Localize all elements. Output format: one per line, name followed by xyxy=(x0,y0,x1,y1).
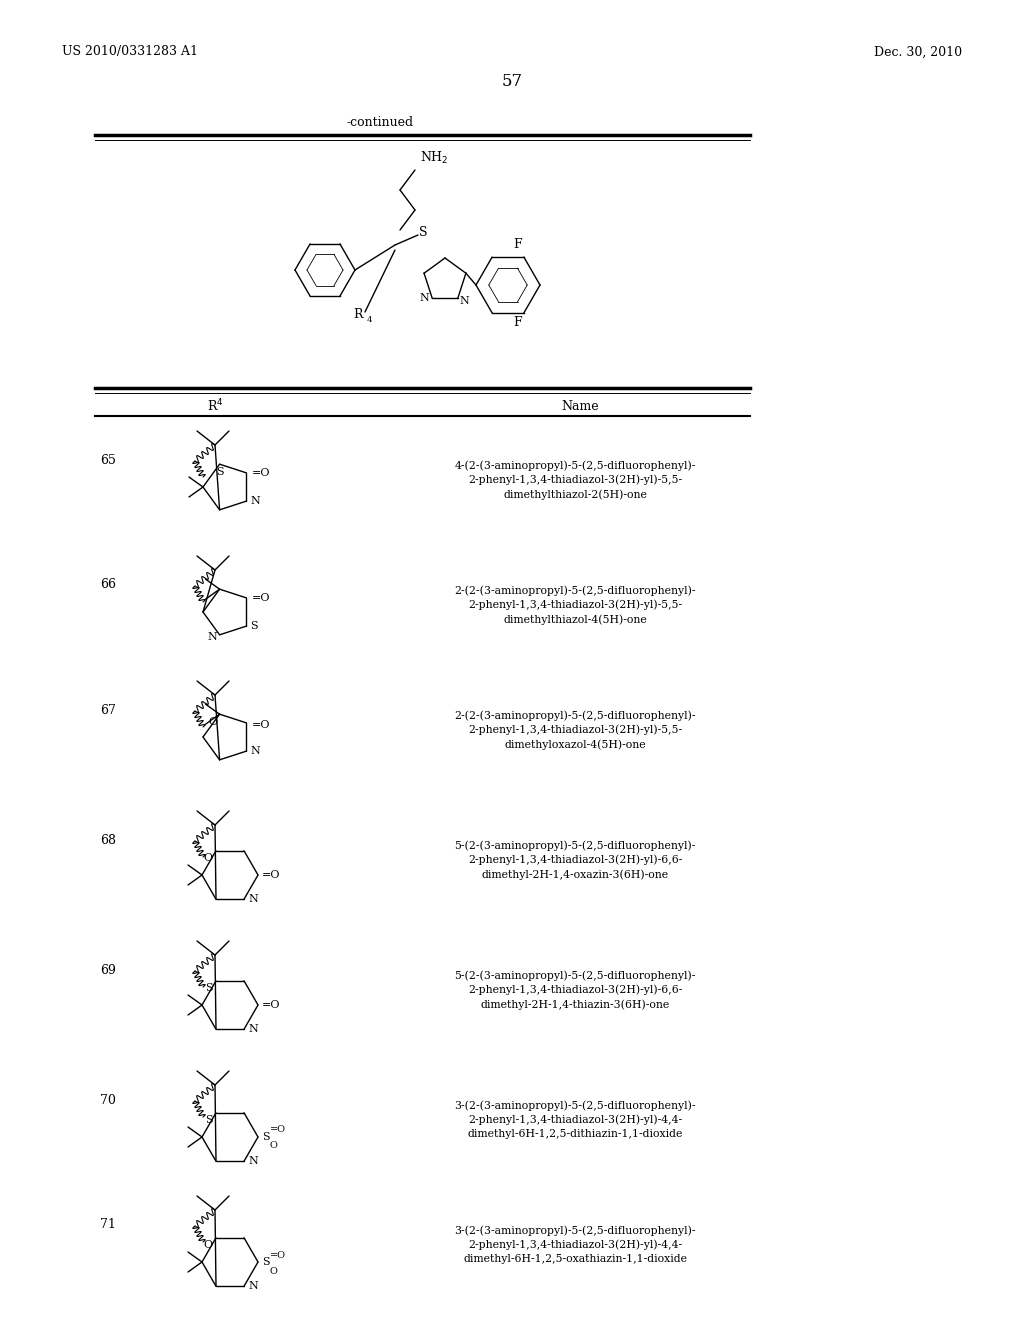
Text: 5-(2-(3-aminopropyl)-5-(2,5-difluorophenyl)-
2-phenyl-1,3,4-thiadiazol-3(2H)-yl): 5-(2-(3-aminopropyl)-5-(2,5-difluorophen… xyxy=(455,840,695,880)
Text: =O: =O xyxy=(270,1126,286,1134)
Text: =O: =O xyxy=(252,467,270,478)
Text: N: N xyxy=(248,894,258,904)
Text: =O: =O xyxy=(252,593,270,603)
Text: S: S xyxy=(262,1133,269,1142)
Text: 66: 66 xyxy=(100,578,116,591)
Text: S: S xyxy=(262,1257,269,1267)
Text: =O: =O xyxy=(262,1001,281,1010)
Text: =O: =O xyxy=(270,1250,286,1259)
Text: N: N xyxy=(419,293,429,302)
Text: 2-(2-(3-aminopropyl)-5-(2,5-difluorophenyl)-
2-phenyl-1,3,4-thiadiazol-3(2H)-yl): 2-(2-(3-aminopropyl)-5-(2,5-difluorophen… xyxy=(455,710,695,750)
Text: 71: 71 xyxy=(100,1218,116,1232)
Text: Name: Name xyxy=(561,400,599,412)
Text: 2-(2-(3-aminopropyl)-5-(2,5-difluorophenyl)-
2-phenyl-1,3,4-thiadiazol-3(2H)-yl): 2-(2-(3-aminopropyl)-5-(2,5-difluorophen… xyxy=(455,585,695,626)
Text: =O: =O xyxy=(252,719,270,730)
Text: S: S xyxy=(206,983,213,993)
Text: US 2010/0331283 A1: US 2010/0331283 A1 xyxy=(62,45,198,58)
Text: O: O xyxy=(270,1266,278,1275)
Text: S: S xyxy=(419,227,427,239)
Text: N: N xyxy=(251,746,260,756)
Text: -continued: -continued xyxy=(346,116,414,128)
Text: N: N xyxy=(248,1024,258,1035)
Text: R$^4$: R$^4$ xyxy=(207,397,223,414)
Text: F: F xyxy=(513,239,521,252)
Text: S: S xyxy=(216,467,223,477)
Text: 69: 69 xyxy=(100,964,116,977)
Text: 5-(2-(3-aminopropyl)-5-(2,5-difluorophenyl)-
2-phenyl-1,3,4-thiadiazol-3(2H)-yl): 5-(2-(3-aminopropyl)-5-(2,5-difluorophen… xyxy=(455,970,695,1010)
Text: N: N xyxy=(208,632,217,642)
Text: O: O xyxy=(270,1142,278,1151)
Text: F: F xyxy=(513,317,521,330)
Text: 3-(2-(3-aminopropyl)-5-(2,5-difluorophenyl)-
2-phenyl-1,3,4-thiadiazol-3(2H)-yl): 3-(2-(3-aminopropyl)-5-(2,5-difluorophen… xyxy=(455,1225,695,1265)
Text: N: N xyxy=(460,296,470,306)
Text: 3-(2-(3-aminopropyl)-5-(2,5-difluorophenyl)-
2-phenyl-1,3,4-thiadiazol-3(2H)-yl): 3-(2-(3-aminopropyl)-5-(2,5-difluorophen… xyxy=(455,1100,695,1139)
Text: 57: 57 xyxy=(502,74,522,91)
Text: 4-(2-(3-aminopropyl)-5-(2,5-difluorophenyl)-
2-phenyl-1,3,4-thiadiazol-3(2H)-yl): 4-(2-(3-aminopropyl)-5-(2,5-difluorophen… xyxy=(455,459,695,500)
Text: 67: 67 xyxy=(100,704,116,717)
Text: S: S xyxy=(206,1115,213,1125)
Text: 70: 70 xyxy=(100,1093,116,1106)
Text: O: O xyxy=(204,1239,213,1250)
Text: 68: 68 xyxy=(100,833,116,846)
Text: NH$_2$: NH$_2$ xyxy=(420,150,449,166)
Text: N: N xyxy=(251,496,260,506)
Text: R: R xyxy=(353,309,362,322)
Text: Dec. 30, 2010: Dec. 30, 2010 xyxy=(873,45,962,58)
Text: N: N xyxy=(248,1156,258,1167)
Text: 65: 65 xyxy=(100,454,116,466)
Text: N: N xyxy=(248,1282,258,1291)
Text: 4: 4 xyxy=(367,315,373,323)
Text: S: S xyxy=(251,622,258,631)
Text: O: O xyxy=(204,853,213,863)
Text: O: O xyxy=(209,717,217,727)
Text: =O: =O xyxy=(262,870,281,880)
